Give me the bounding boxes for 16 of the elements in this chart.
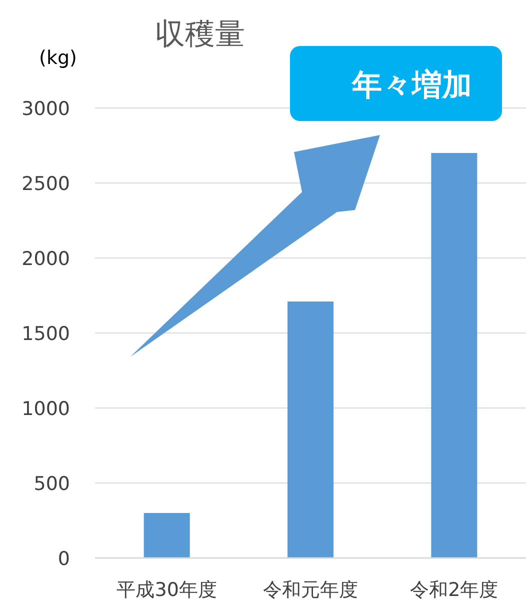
y-tick-label: 500 — [34, 473, 70, 495]
y-tick-label: 3000 — [22, 98, 70, 120]
x-tick-label: 令和2年度 — [410, 579, 498, 601]
y-tick-label: 1000 — [22, 398, 70, 420]
y-tick-label: 0 — [58, 548, 70, 570]
bar — [431, 153, 478, 558]
chart-title: 収穫量 — [155, 17, 245, 52]
y-tick-label: 2500 — [22, 173, 70, 195]
x-tick-label: 平成30年度 — [116, 579, 217, 601]
text: 年々増加 — [351, 68, 472, 103]
y-tick-label: 1500 — [22, 323, 70, 345]
x-tick-label: 令和元年度 — [263, 579, 358, 601]
bar — [144, 513, 190, 558]
bar — [288, 302, 334, 558]
y-tick-label: 2000 — [22, 248, 70, 270]
y-axis-title: (kg) — [39, 47, 77, 69]
